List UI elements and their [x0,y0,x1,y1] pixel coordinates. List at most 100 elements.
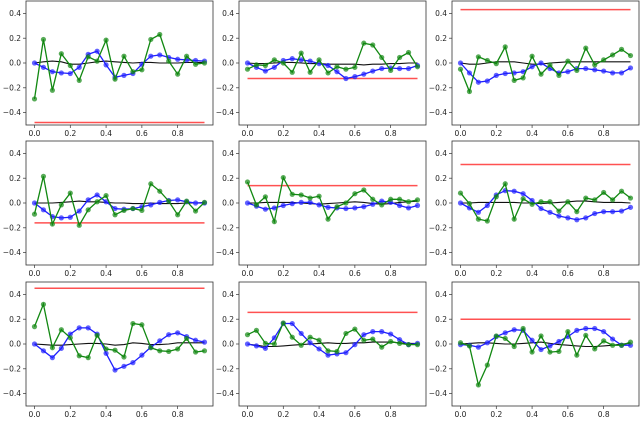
green-point [201,199,208,205]
green-point [112,212,118,218]
blue-point [31,341,38,347]
green-point [192,349,199,355]
green-point [76,77,82,83]
y-tick-label: 0.4 [222,149,234,158]
green-point [592,62,598,68]
blue-point [601,68,607,74]
green-point [475,54,481,60]
blue-point [583,65,589,72]
y-tick-label: 0.0 [9,199,21,208]
blue-point [94,192,100,198]
green-point [565,329,571,335]
x-tick-label: 0.2 [490,129,502,138]
green-point [130,69,136,75]
green-point [414,342,421,348]
green-point [601,338,607,344]
y-tick-label: 0.2 [222,174,234,183]
green-point [547,62,553,68]
green-point [49,221,55,227]
y-tick-label: −0.2 [3,223,21,232]
x-tick-label: 0.2 [64,410,76,419]
green-point [85,355,91,361]
x-tick-label: 0.4 [313,269,325,278]
green-point [201,60,208,66]
green-point [361,337,367,343]
green-point [148,181,154,187]
x-tick-label: 0.2 [490,410,502,419]
green-point [316,193,322,199]
blue-point [103,199,109,205]
blue-point [166,332,172,338]
y-tick-label: −0.2 [3,364,21,373]
blue-point [298,199,304,205]
green-point [262,194,268,200]
y-tick-label: 0.4 [435,9,447,18]
y-tick-label: −0.4 [429,108,447,117]
blue-point [67,331,73,337]
green-point [484,218,490,224]
green-point [583,45,589,51]
y-tick-label: −0.2 [429,364,447,373]
blue-point [271,335,277,341]
green-point [175,346,181,352]
blue-point [307,340,313,346]
subplot-8: −0.4 −0.2 0.0 0.2 0.4 0.0 0.2 0.4 0.6 0.8 [216,281,427,419]
blue-point [538,205,544,212]
green-point [457,190,464,196]
x-tick-label: 0.4 [100,410,112,419]
y-tick-label: 0.0 [222,340,234,349]
blue-point [610,70,616,76]
x-tick-label: 0.4 [313,410,325,419]
blue-point [31,200,38,206]
green-point [529,53,535,59]
green-point [103,346,109,352]
blue-point [262,206,268,212]
y-tick-label: −0.2 [3,83,21,92]
blue-point [574,327,580,333]
green-point [289,334,295,340]
green-point [192,61,199,67]
blue-point [388,331,394,337]
green-point [271,219,277,225]
green-point [192,208,199,214]
green-point [556,208,562,214]
green-point [370,336,376,342]
x-tick-label: 0.0 [29,410,41,419]
green-point [67,190,73,196]
blue-point [493,72,499,78]
green-point [307,334,313,340]
green-point [40,36,47,43]
green-point [475,216,481,222]
blue-point [103,350,109,356]
green-point [466,343,473,349]
green-point [502,44,508,50]
green-point [361,40,367,46]
y-tick-label: −0.4 [429,248,447,257]
blue-point [583,215,589,221]
blue-point [397,337,403,343]
green-point [475,382,481,388]
blue-point [565,69,571,75]
green-point [103,192,109,199]
green-point [58,327,64,333]
green-point [574,67,580,74]
blue-point [627,204,634,210]
blue-point [618,70,625,76]
blue-point [397,65,403,72]
blue-point [511,188,517,194]
blue-point [157,199,163,205]
green-point [58,202,64,208]
blue-point [352,74,358,80]
blue-point [484,78,490,84]
x-tick-label: 0.4 [313,129,325,138]
green-point [58,51,64,57]
green-point [618,46,625,52]
blue-point [618,208,625,214]
green-point [325,348,331,354]
green-point [307,195,313,201]
green-point [280,320,286,326]
x-tick-label: 0.2 [64,129,76,138]
y-tick-label: 0.0 [222,59,234,68]
green-point [121,354,127,360]
